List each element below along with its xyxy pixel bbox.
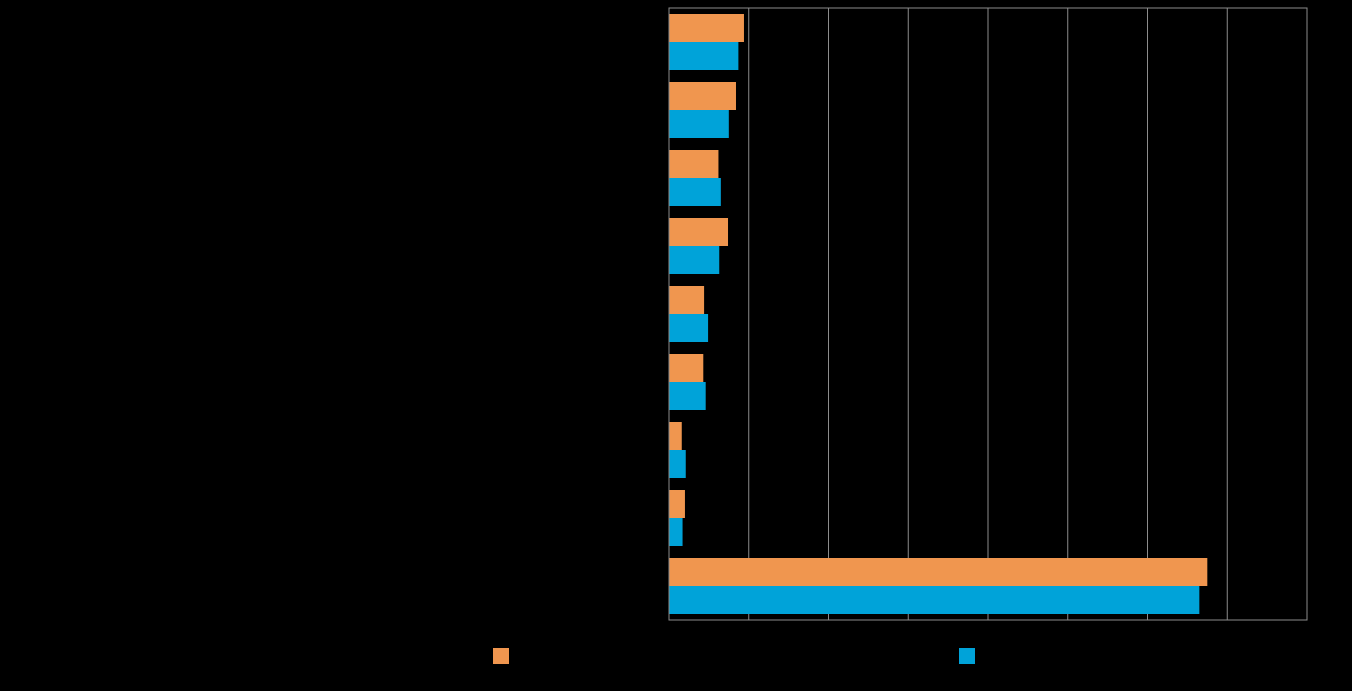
plot-frame xyxy=(668,7,1308,621)
bar-series-1-item-5 xyxy=(669,286,705,314)
bar-series-2-item-7 xyxy=(669,450,686,478)
bar-series-2-item-4 xyxy=(669,246,720,274)
legend xyxy=(493,648,975,664)
bar-series-1-item-2 xyxy=(669,82,736,110)
bar-series-2-item-3 xyxy=(669,178,721,206)
bar-series-2-item-2 xyxy=(669,110,729,138)
bar-series-1-item-1 xyxy=(669,14,744,42)
bar-series-2-item-1 xyxy=(669,42,739,70)
bars xyxy=(669,14,1208,614)
bar-series-2-item-5 xyxy=(669,314,709,342)
legend-marker-series-2 xyxy=(959,648,975,664)
bar-series-2-item-9 xyxy=(669,586,1200,614)
bar-series-2-item-6 xyxy=(669,382,706,410)
bar-series-1-item-4 xyxy=(669,218,729,246)
bar-series-1-item-3 xyxy=(669,150,719,178)
bar-series-2-item-8 xyxy=(669,518,683,546)
bar-series-1-item-8 xyxy=(669,490,685,518)
bar-series-1-item-7 xyxy=(669,422,682,450)
gridlines xyxy=(748,8,1228,620)
bar-series-1-item-9 xyxy=(669,558,1208,586)
bar-series-1-item-6 xyxy=(669,354,704,382)
legend-marker-series-1 xyxy=(493,648,509,664)
